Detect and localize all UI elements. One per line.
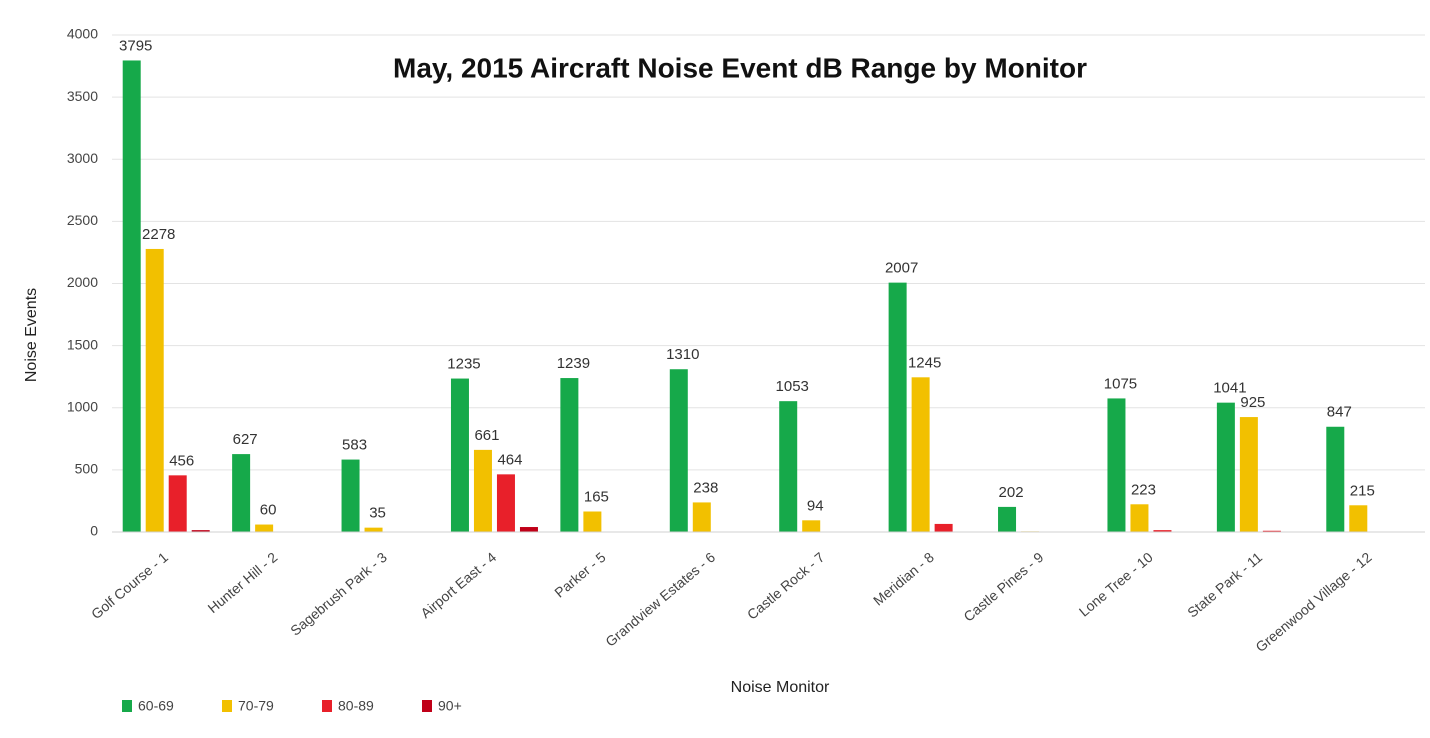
y-tick-label: 0 [90, 523, 98, 539]
data-label: 627 [233, 431, 258, 448]
bar [496, 474, 515, 532]
x-tick-label: State Park - 11 [1184, 549, 1265, 621]
legend-label: 60-69 [138, 698, 174, 714]
bar [911, 377, 930, 532]
bar [232, 454, 251, 532]
bar [1326, 426, 1345, 532]
x-tick-label: Castle Pines - 9 [960, 549, 1046, 625]
data-label: 3795 [119, 37, 152, 54]
x-tick-label: Grandview Estates - 6 [602, 549, 718, 650]
data-label: 464 [497, 451, 522, 468]
data-label: 1053 [776, 378, 809, 395]
legend-swatch [322, 700, 332, 712]
bar [1262, 530, 1281, 532]
bar [888, 282, 907, 532]
legend-label: 70-79 [238, 698, 274, 714]
y-tick-label: 2500 [67, 212, 98, 228]
data-label: 1239 [557, 355, 590, 372]
bar [1107, 398, 1126, 532]
data-label: 238 [693, 479, 718, 496]
data-label: 847 [1327, 404, 1352, 421]
data-label: 223 [1131, 481, 1156, 498]
bar [255, 524, 274, 532]
data-label: 661 [474, 427, 499, 444]
y-tick-label: 4000 [67, 26, 98, 42]
bar [583, 511, 602, 532]
data-label: 1075 [1104, 375, 1137, 392]
data-label: 94 [807, 497, 824, 514]
bar [934, 523, 953, 532]
x-tick-label: Hunter Hill - 2 [205, 549, 281, 616]
bar [779, 401, 798, 532]
data-label: 35 [369, 505, 386, 522]
chart-title: May, 2015 Aircraft Noise Event dB Range … [393, 52, 1087, 83]
x-tick-label: Airport East - 4 [417, 549, 499, 621]
legend-swatch [422, 700, 432, 712]
y-tick-label: 500 [75, 461, 99, 477]
y-tick-label: 1500 [67, 336, 98, 352]
bar [560, 378, 579, 532]
bar [669, 369, 688, 532]
x-tick-label: Lone Tree - 10 [1076, 549, 1156, 620]
data-label: 583 [342, 437, 367, 454]
bar [802, 520, 821, 532]
y-tick-label: 3500 [67, 88, 98, 104]
x-tick-label: Golf Course - 1 [88, 549, 171, 622]
data-label: 2278 [142, 226, 175, 243]
data-label: 1310 [666, 346, 699, 363]
bar [364, 527, 383, 532]
bar [168, 475, 187, 532]
legend-swatch [222, 700, 232, 712]
x-tick-label: Sagebrush Park - 3 [287, 549, 390, 639]
data-label: 2007 [885, 260, 918, 277]
bar [145, 248, 164, 532]
y-tick-label: 2000 [67, 274, 98, 290]
bar [122, 60, 141, 532]
bar [1349, 505, 1368, 532]
bar [191, 530, 210, 532]
legend-label: 80-89 [338, 698, 374, 714]
data-label: 215 [1350, 482, 1375, 499]
y-tick-label: 3000 [67, 150, 98, 166]
bar [1153, 530, 1172, 532]
x-axis-label: Noise Monitor [731, 679, 830, 696]
x-tick-label: Castle Rock - 7 [744, 549, 828, 623]
bar [1130, 504, 1149, 532]
bar [998, 506, 1017, 532]
bar [450, 378, 469, 532]
bar [341, 459, 360, 532]
x-tick-label: Parker - 5 [551, 549, 609, 601]
x-tick-label: Meridian - 8 [870, 549, 937, 609]
legend-label: 90+ [438, 698, 462, 714]
bar [1216, 402, 1235, 532]
data-label: 60 [260, 502, 277, 519]
bar [692, 502, 711, 532]
y-tick-label: 1000 [67, 398, 98, 414]
y-axis-label: Noise Events [23, 288, 40, 382]
data-label: 1245 [908, 354, 941, 371]
data-label: 1041 [1213, 380, 1246, 397]
x-tick-label: Greenwood Village - 12 [1252, 549, 1374, 655]
data-label: 925 [1240, 394, 1265, 411]
bar [473, 449, 492, 532]
bar [519, 527, 538, 532]
data-label: 1235 [447, 356, 480, 373]
bar [1239, 417, 1258, 532]
data-label: 165 [584, 488, 609, 505]
data-label: 202 [999, 484, 1024, 501]
data-label: 456 [169, 452, 194, 469]
legend-swatch [122, 700, 132, 712]
